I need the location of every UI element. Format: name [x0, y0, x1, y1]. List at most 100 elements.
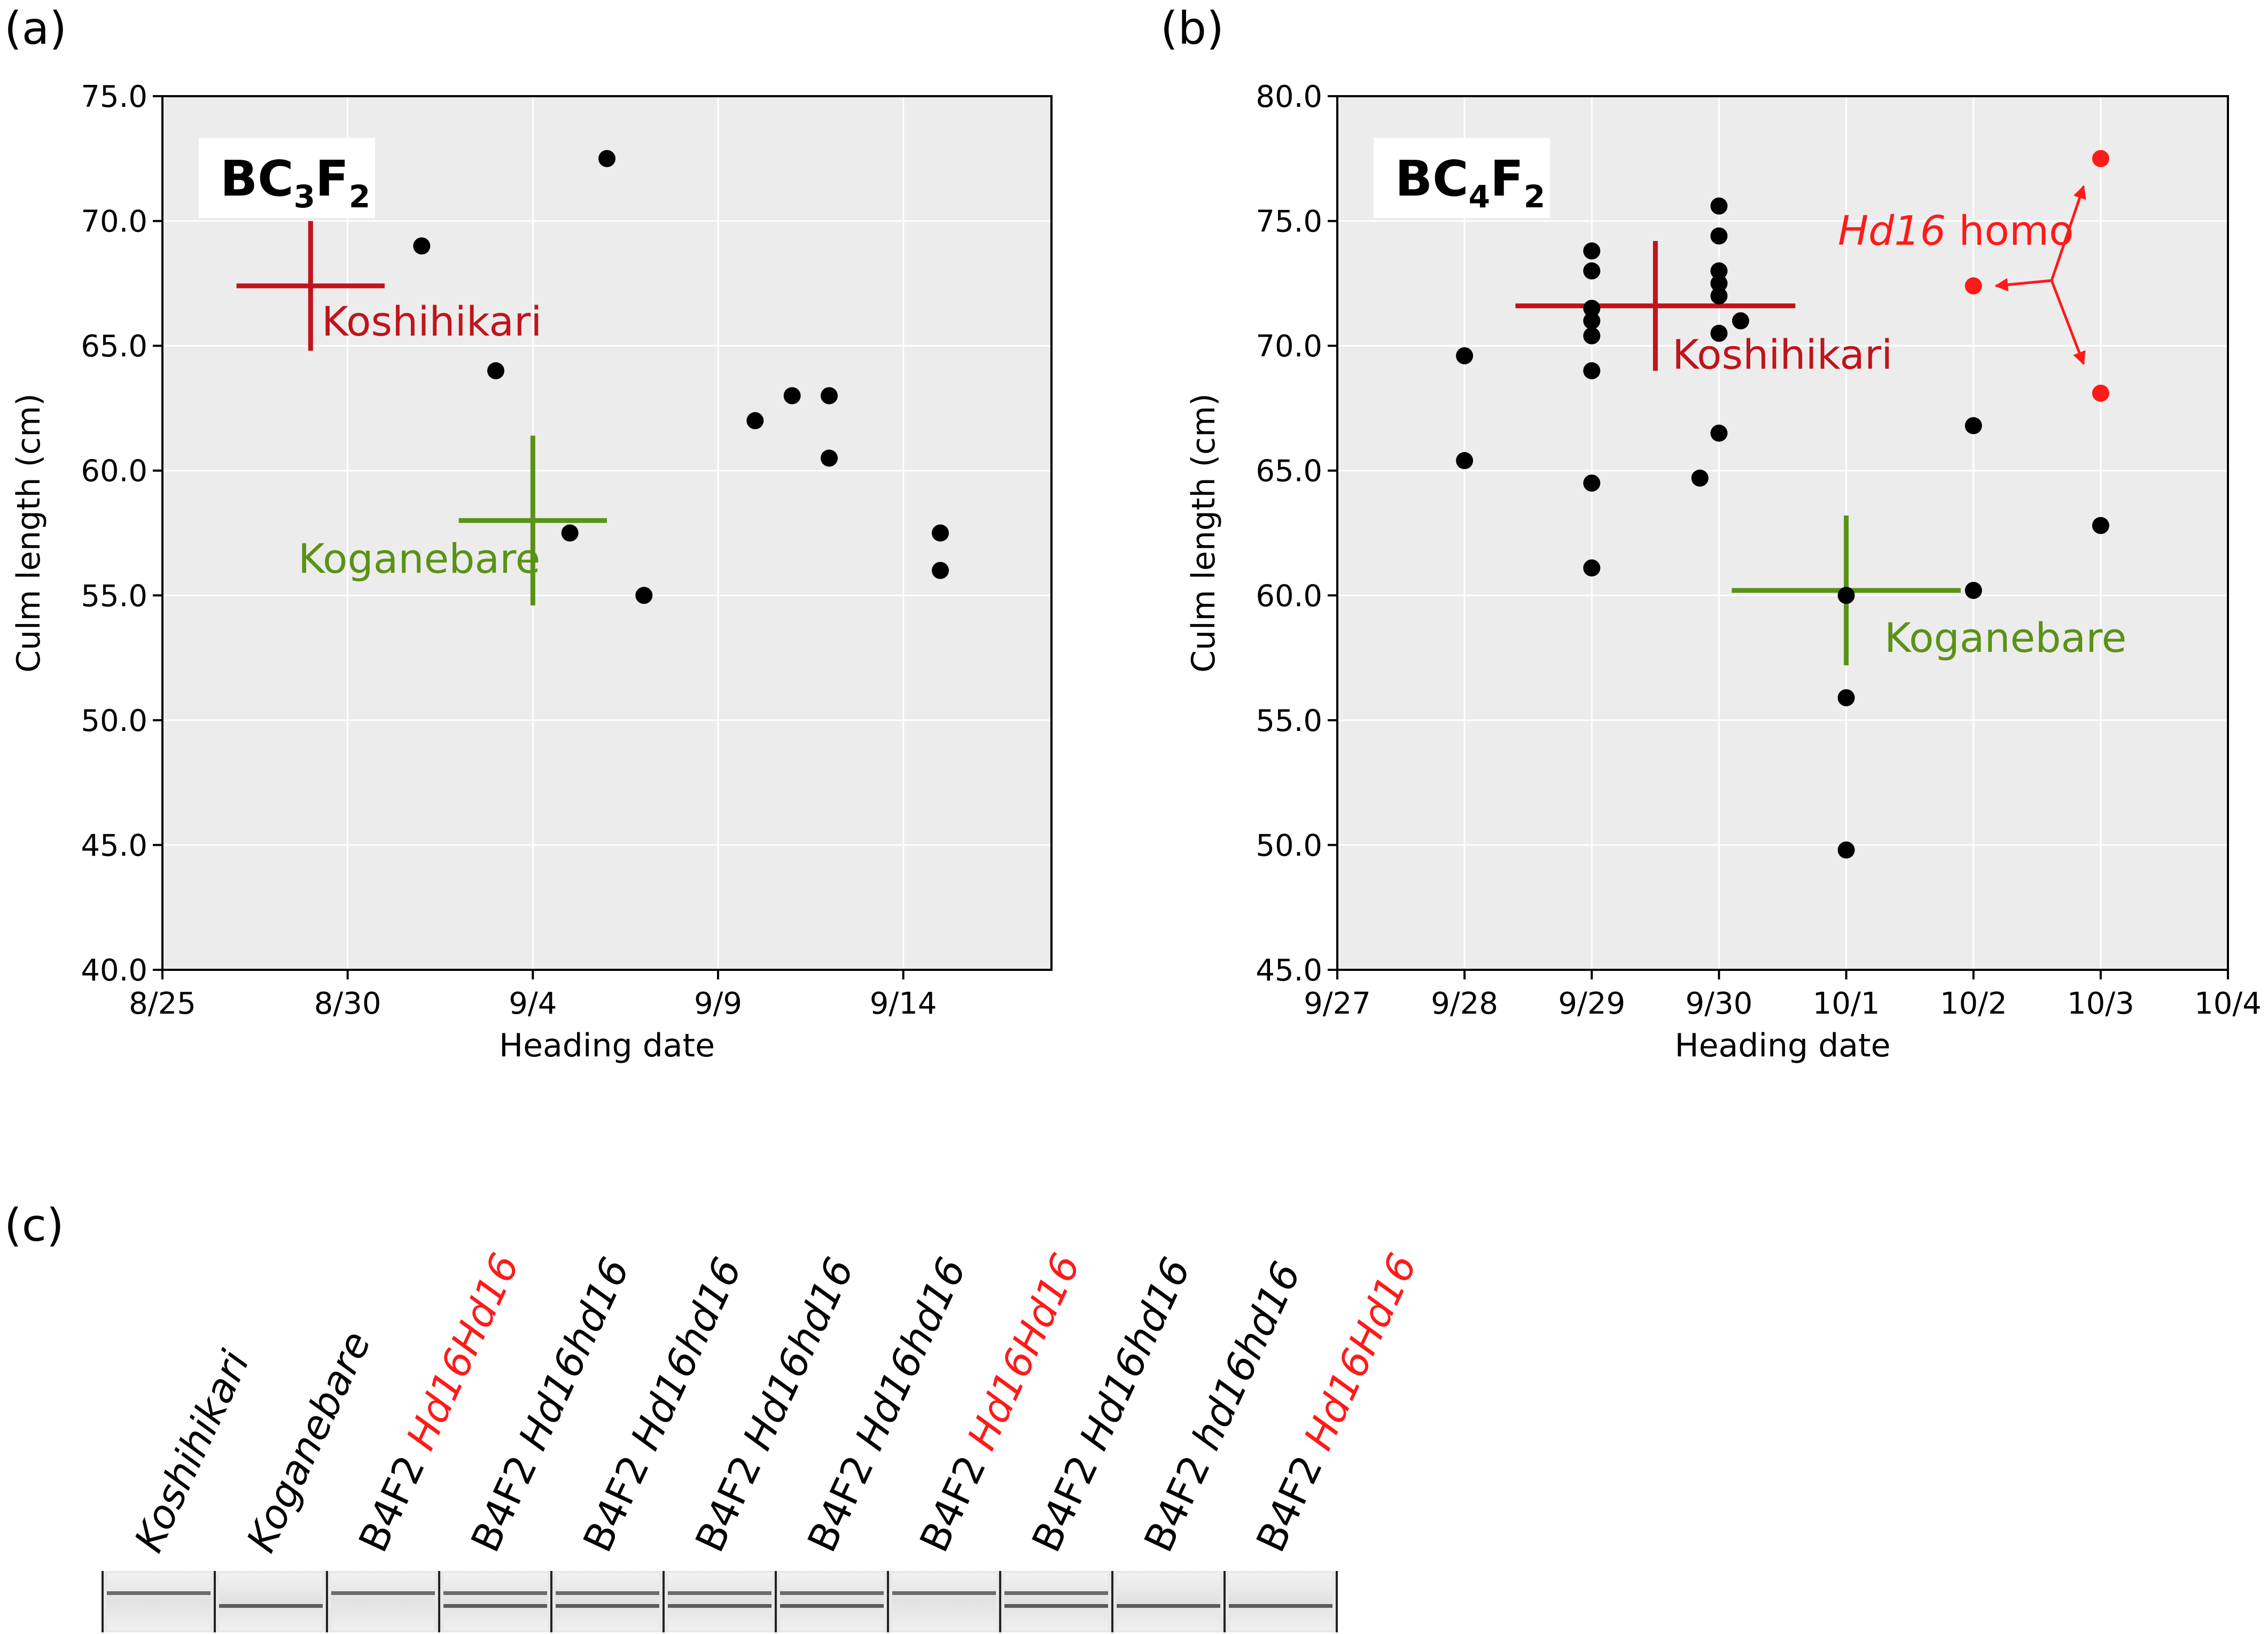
data-point — [561, 524, 579, 542]
data-point — [1710, 262, 1728, 279]
x-tick-label: 9/28 — [1431, 986, 1498, 1021]
gel-band-lower — [556, 1604, 659, 1608]
data-point — [487, 362, 504, 379]
hd16-homo-point — [2092, 150, 2109, 167]
gel-lane — [668, 1573, 771, 1630]
y-axis-label: Culm length (cm) — [1185, 393, 1222, 673]
x-axis-label: Heading date — [499, 1027, 715, 1064]
gel-lane — [1004, 1573, 1108, 1630]
gel-band-lower — [668, 1604, 771, 1608]
data-point — [2092, 517, 2109, 534]
x-tick-label: 9/27 — [1304, 986, 1371, 1021]
data-point — [932, 524, 949, 542]
plot-frame — [1336, 95, 2229, 971]
gel-lane — [219, 1573, 323, 1630]
x-tick-label: 9/30 — [1686, 986, 1753, 1021]
y-tick-label: 70.0 — [1256, 329, 1322, 364]
panel-label-b: (b) — [1160, 2, 1224, 55]
x-tick-label: 10/4 — [2194, 986, 2262, 1021]
plot-area — [1337, 96, 2228, 970]
y-tick-label: 60.0 — [1256, 579, 1322, 613]
x-tick-label: 8/25 — [129, 986, 196, 1021]
y-tick-label: 70.0 — [81, 205, 147, 239]
data-point — [1583, 474, 1601, 492]
data-point — [1583, 262, 1601, 279]
y-tick-label: 60.0 — [81, 454, 147, 489]
arrow-to-point — [1994, 278, 2052, 292]
data-point — [1691, 469, 1709, 487]
data-point — [783, 387, 801, 404]
data-point — [1710, 275, 1728, 292]
gel-band-lower — [1229, 1604, 1332, 1608]
gel-band-lower — [443, 1604, 547, 1608]
reference-label: Koshihikari — [1672, 331, 1892, 378]
hd16-homo-point — [2092, 384, 2109, 402]
gel-band-upper — [107, 1591, 211, 1595]
data-point — [821, 387, 838, 404]
data-point — [635, 587, 653, 604]
x-tick-label: 8/30 — [314, 986, 381, 1021]
data-point — [413, 237, 431, 255]
gel-band-upper — [443, 1591, 547, 1595]
gel-band-upper — [331, 1591, 435, 1595]
gel-band-upper — [892, 1591, 996, 1595]
hd16-homo-point — [1965, 277, 1982, 295]
y-tick-label: 65.0 — [81, 329, 147, 364]
data-point — [1965, 581, 1982, 599]
gel-lane — [331, 1573, 435, 1630]
gel-band-lower — [1117, 1604, 1220, 1608]
gel-lane — [780, 1573, 884, 1630]
plot-frame — [161, 95, 1053, 971]
data-point — [1456, 347, 1474, 364]
panel-label-c: (c) — [4, 1199, 64, 1251]
population-label: BC3F2 — [220, 150, 370, 215]
data-point — [1583, 300, 1601, 317]
y-tick-label: 40.0 — [81, 953, 147, 988]
y-tick-label: 55.0 — [81, 579, 147, 613]
y-tick-label: 80.0 — [1256, 80, 1322, 114]
gel-band-upper — [668, 1591, 771, 1595]
y-tick-label: 50.0 — [1256, 828, 1322, 863]
plot-area — [162, 96, 1051, 970]
data-point — [1583, 559, 1601, 577]
gel-lane — [107, 1573, 211, 1630]
gel-band-lower — [1004, 1604, 1108, 1608]
data-point — [1965, 417, 1982, 434]
chart-a: 75.0 70.0 65.0 60.0 55.0 50.0 45.0 40.08/25 8/30… — [10, 80, 1053, 1064]
x-tick-label: 9/14 — [870, 986, 937, 1021]
lane-label: Koshihikari — [126, 1344, 259, 1559]
y-tick-label: 45.0 — [1256, 953, 1322, 988]
x-axis-label: Heading date — [1674, 1027, 1890, 1064]
gel-lane — [892, 1573, 996, 1630]
y-axis-label: Culm length (cm) — [10, 393, 48, 673]
data-point — [1837, 587, 1855, 604]
data-point — [821, 449, 838, 467]
arrow-to-point — [2050, 185, 2086, 281]
x-tick-label: 10/2 — [1940, 986, 2007, 1021]
x-tick-label: 10/1 — [1813, 986, 1880, 1021]
data-point — [1710, 287, 1728, 305]
population-label: BC4F2 — [1395, 150, 1545, 215]
data-point — [932, 562, 949, 579]
hd16-homo-label: Hd16 homo — [1838, 207, 2074, 254]
panel-label-a: (a) — [4, 2, 67, 55]
population-badge — [1374, 138, 1550, 218]
data-point — [746, 412, 764, 430]
reference-label: Koganebare — [298, 535, 540, 582]
data-point — [1710, 324, 1728, 342]
y-tick-label: 45.0 — [81, 828, 147, 863]
gel-lane — [556, 1573, 659, 1630]
data-point — [1837, 841, 1855, 859]
data-point — [1710, 227, 1728, 245]
y-tick-label: 50.0 — [81, 704, 147, 738]
data-point — [1583, 362, 1601, 379]
data-point — [1710, 424, 1728, 442]
gel-band-lower — [780, 1604, 884, 1608]
y-tick-label: 75.0 — [1256, 205, 1322, 239]
gel-lane — [1229, 1573, 1332, 1630]
gel-band-upper — [556, 1591, 659, 1595]
data-point — [1710, 197, 1728, 215]
population-badge — [199, 138, 375, 218]
